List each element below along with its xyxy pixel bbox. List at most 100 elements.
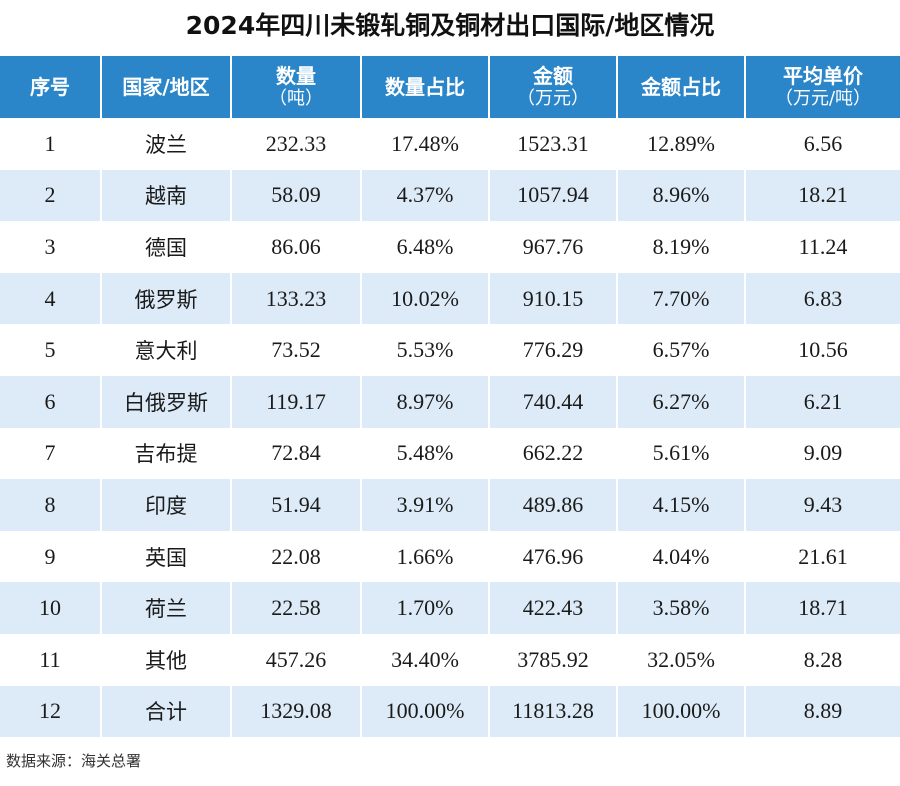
- cell-unit-price: 6.56: [746, 118, 900, 170]
- cell-unit-price: 10.56: [746, 324, 900, 376]
- cell-region: 英国: [102, 530, 232, 583]
- cell-amount-share: 12.89%: [618, 118, 746, 170]
- cell-amount-share: 3.58%: [618, 582, 746, 634]
- cell-amount: 489.86: [490, 479, 618, 531]
- table-row-total: 12 合计 1329.08 100.00% 11813.28 100.00% 8…: [0, 685, 900, 738]
- cell-amount-share: 4.15%: [618, 479, 746, 531]
- cell-amount: 776.29: [490, 324, 618, 376]
- cell-amount: 910.15: [490, 272, 618, 325]
- table-row: 11 其他 457.26 34.40% 3785.92 32.05% 8.28: [0, 633, 900, 686]
- cell-quantity: 51.94: [232, 479, 362, 531]
- cell-amount: 1057.94: [490, 169, 618, 222]
- cell-quantity-share: 1.70%: [362, 582, 490, 634]
- cell-amount-share: 7.70%: [618, 272, 746, 325]
- cell-region: 越南: [102, 169, 232, 222]
- cell-amount-share: 100.00%: [618, 685, 746, 738]
- cell-amount: 662.22: [490, 427, 618, 480]
- cell-amount: 1523.31: [490, 118, 618, 170]
- cell-quantity: 22.08: [232, 530, 362, 583]
- cell-quantity-share: 8.97%: [362, 375, 490, 428]
- cell-unit-price: 8.28: [746, 633, 900, 686]
- cell-amount-share: 32.05%: [618, 633, 746, 686]
- table-row: 5 意大利 73.52 5.53% 776.29 6.57% 10.56: [0, 324, 900, 376]
- table-row: 4 俄罗斯 133.23 10.02% 910.15 7.70% 6.83: [0, 272, 900, 325]
- table-row: 3 德国 86.06 6.48% 967.76 8.19% 11.24: [0, 221, 900, 273]
- header-label: 平均单价: [783, 64, 863, 88]
- cell-amount: 3785.92: [490, 633, 618, 686]
- cell-quantity: 73.52: [232, 324, 362, 376]
- cell-no: 11: [0, 633, 102, 686]
- cell-quantity: 133.23: [232, 272, 362, 325]
- cell-unit-price: 21.61: [746, 530, 900, 583]
- table-row: 9 英国 22.08 1.66% 476.96 4.04% 21.61: [0, 530, 900, 583]
- cell-unit-price: 11.24: [746, 221, 900, 273]
- export-data-table: 序号 国家/地区 数量 （吨） 数量占比 金额 （万元） 金额占比 平均单价 （万元/…: [0, 56, 900, 738]
- cell-no: 6: [0, 375, 102, 428]
- cell-quantity-share: 3.91%: [362, 479, 490, 531]
- table-row: 2 越南 58.09 4.37% 1057.94 8.96% 18.21: [0, 169, 900, 222]
- cell-no: 7: [0, 427, 102, 480]
- cell-unit-price: 9.43: [746, 479, 900, 531]
- cell-amount-share: 5.61%: [618, 427, 746, 480]
- cell-unit-price: 6.21: [746, 375, 900, 428]
- cell-region: 印度: [102, 479, 232, 531]
- cell-no: 10: [0, 582, 102, 634]
- header-label: 金额: [533, 64, 573, 88]
- cell-amount: 11813.28: [490, 685, 618, 738]
- cell-no: 12: [0, 685, 102, 738]
- cell-region: 德国: [102, 221, 232, 273]
- header-quantity-share: 数量占比: [362, 56, 490, 118]
- cell-amount-share: 8.96%: [618, 169, 746, 222]
- cell-amount-share: 6.27%: [618, 375, 746, 428]
- cell-unit-price: 6.83: [746, 272, 900, 325]
- cell-amount-share: 6.57%: [618, 324, 746, 376]
- cell-amount: 967.76: [490, 221, 618, 273]
- header-unit-price: 平均单价 （万元/吨）: [746, 56, 900, 118]
- cell-quantity: 72.84: [232, 427, 362, 480]
- cell-amount-share: 4.04%: [618, 530, 746, 583]
- cell-no: 2: [0, 169, 102, 222]
- table-body: 1 波兰 232.33 17.48% 1523.31 12.89% 6.56 2…: [0, 118, 900, 738]
- table-row: 10 荷兰 22.58 1.70% 422.43 3.58% 18.71: [0, 582, 900, 634]
- cell-no: 5: [0, 324, 102, 376]
- cell-region: 其他: [102, 633, 232, 686]
- cell-amount: 476.96: [490, 530, 618, 583]
- cell-quantity: 457.26: [232, 633, 362, 686]
- header-label: 数量: [276, 64, 316, 88]
- cell-quantity-share: 4.37%: [362, 169, 490, 222]
- cell-region: 吉布提: [102, 427, 232, 480]
- header-quantity: 数量 （吨）: [232, 56, 362, 118]
- table-row: 1 波兰 232.33 17.48% 1523.31 12.89% 6.56: [0, 118, 900, 170]
- cell-quantity: 22.58: [232, 582, 362, 634]
- data-source-note: 数据来源：海关总署: [6, 752, 142, 770]
- header-unit: （吨）: [269, 88, 323, 109]
- cell-region: 白俄罗斯: [102, 375, 232, 428]
- cell-unit-price: 18.71: [746, 582, 900, 634]
- header-label: 金额占比: [641, 75, 721, 99]
- table-row: 7 吉布提 72.84 5.48% 662.22 5.61% 9.09: [0, 427, 900, 480]
- cell-no: 1: [0, 118, 102, 170]
- cell-quantity-share: 100.00%: [362, 685, 490, 738]
- header-unit: （万元/吨）: [774, 88, 872, 109]
- cell-amount: 422.43: [490, 582, 618, 634]
- cell-quantity-share: 1.66%: [362, 530, 490, 583]
- cell-amount-share: 8.19%: [618, 221, 746, 273]
- table-title: 2024年四川未锻轧铜及铜材出口国际/地区情况: [185, 11, 715, 40]
- cell-region: 意大利: [102, 324, 232, 376]
- cell-quantity: 86.06: [232, 221, 362, 273]
- cell-no: 4: [0, 272, 102, 325]
- header-label: 序号: [30, 75, 70, 99]
- cell-quantity-share: 5.48%: [362, 427, 490, 480]
- cell-quantity: 119.17: [232, 375, 362, 428]
- cell-no: 3: [0, 221, 102, 273]
- cell-region: 合计: [102, 685, 232, 738]
- cell-quantity-share: 6.48%: [362, 221, 490, 273]
- cell-unit-price: 9.09: [746, 427, 900, 480]
- cell-no: 9: [0, 530, 102, 583]
- cell-amount: 740.44: [490, 375, 618, 428]
- table-row: 6 白俄罗斯 119.17 8.97% 740.44 6.27% 6.21: [0, 375, 900, 428]
- cell-region: 俄罗斯: [102, 272, 232, 325]
- cell-quantity-share: 17.48%: [362, 118, 490, 170]
- cell-unit-price: 18.21: [746, 169, 900, 222]
- header-unit: （万元）: [517, 88, 589, 109]
